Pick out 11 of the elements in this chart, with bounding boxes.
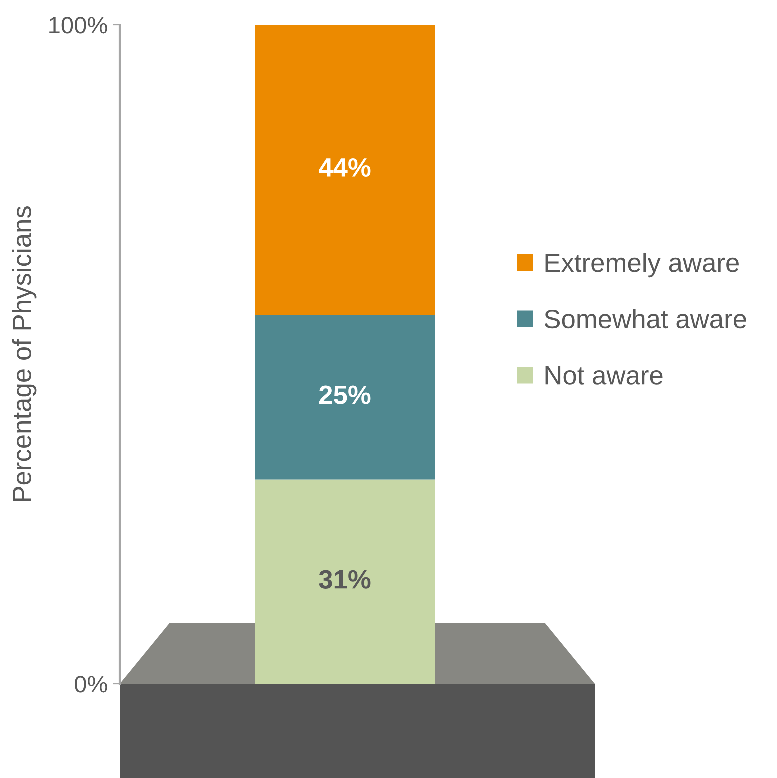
bar (255, 314, 435, 480)
bar (255, 25, 435, 315)
legend-label: Extremely aware (546, 252, 739, 278)
legend-label: Somewhat aware (544, 309, 746, 329)
y-tick-label: 100% (50, 17, 108, 34)
y-tick-label: 0% (74, 676, 108, 693)
text: 44% (318, 158, 371, 178)
y-axis-title: Percentage of Physicians (12, 206, 37, 502)
text: 31% (319, 570, 371, 589)
legend-label: Not aware (546, 366, 663, 385)
text: 25% (320, 386, 371, 404)
